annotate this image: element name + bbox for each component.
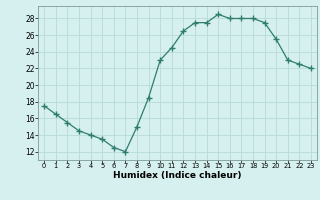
X-axis label: Humidex (Indice chaleur): Humidex (Indice chaleur) xyxy=(113,171,242,180)
